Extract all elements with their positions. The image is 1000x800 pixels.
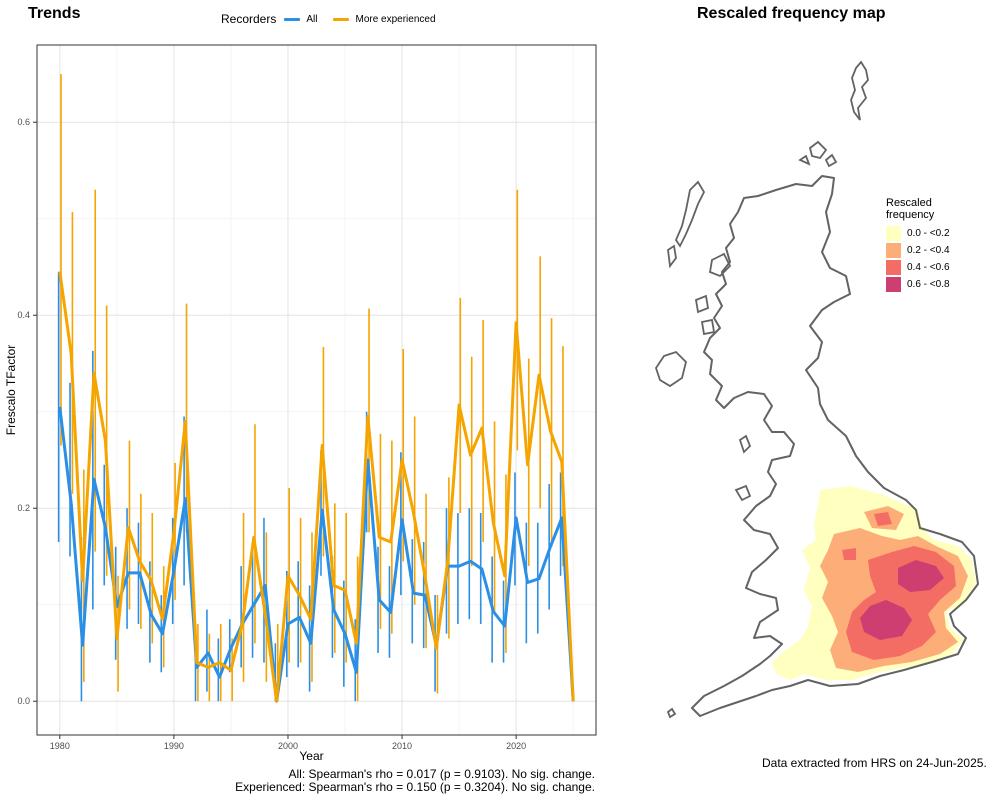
y-tick-label: 0.0 bbox=[17, 696, 30, 706]
legend-label-experienced: More experienced bbox=[355, 13, 436, 25]
x-tick-label: 2010 bbox=[392, 741, 412, 751]
y-tick-label: 0.2 bbox=[17, 503, 30, 513]
map-legend-label: 0.0 - <0.2 bbox=[907, 228, 950, 239]
orkney-outline bbox=[798, 140, 838, 168]
x-tick-label: 1990 bbox=[164, 741, 184, 751]
chart-legend: Recorders All More experienced bbox=[221, 12, 436, 26]
map-legend-label: 0.2 - <0.4 bbox=[907, 245, 950, 256]
plot-frame bbox=[36, 44, 597, 736]
scilly-outline bbox=[666, 707, 677, 719]
map-legend-row: 0.2 - <0.4 bbox=[886, 242, 950, 259]
map-legend-row: 0.4 - <0.6 bbox=[886, 259, 950, 276]
map-legend-row: 0.0 - <0.2 bbox=[886, 225, 950, 242]
frequency-fill-layer bbox=[772, 486, 976, 680]
trends-title: Trends bbox=[28, 5, 81, 22]
frequency-map bbox=[655, 60, 979, 719]
y-tick-label: 0.6 bbox=[17, 117, 30, 127]
trend-chart: 1980 1990 2000 2010 2020 0.0 0.2 0.4 0.6 Year Fres… bbox=[4, 44, 597, 763]
stats-experienced: Experienced: Spearman's rho = 0.150 (p =… bbox=[235, 780, 595, 794]
series-line-all bbox=[58, 406, 575, 703]
map-title: Rescaled frequency map bbox=[697, 5, 886, 22]
shetland-outline bbox=[850, 60, 869, 121]
series-line-experienced bbox=[58, 271, 575, 703]
stats-block: All: Spearman's rho = 0.017 (p = 0.9103)… bbox=[35, 768, 595, 794]
isle-of-man-outline bbox=[738, 434, 752, 454]
map-legend-swatch bbox=[886, 243, 901, 258]
stats-all: All: Spearman's rho = 0.017 (p = 0.9103)… bbox=[288, 767, 595, 781]
map-legend-swatch bbox=[886, 226, 901, 241]
map-legend-title-line2: frequency bbox=[886, 209, 935, 221]
map-legend: Rescaled frequency 0.0 - <0.2 0.2 - <0.4… bbox=[886, 197, 950, 293]
legend-swatch-all bbox=[284, 17, 301, 21]
map-legend-row: 0.6 - <0.8 bbox=[886, 276, 950, 293]
x-tick-label: 2020 bbox=[506, 741, 526, 751]
y-axis-label: Frescalo TFactor bbox=[4, 345, 18, 435]
inner-hebrides-outline bbox=[694, 252, 732, 336]
map-legend-swatch bbox=[886, 277, 901, 292]
map-legend-title: Rescaled frequency bbox=[886, 197, 950, 221]
western-isles-outline bbox=[667, 180, 706, 269]
map-legend-label: 0.6 - <0.8 bbox=[907, 279, 950, 290]
map-legend-title-line1: Rescaled bbox=[886, 197, 932, 209]
map-legend-swatch bbox=[886, 260, 901, 275]
anglesey-outline bbox=[734, 484, 752, 502]
x-tick-label: 1980 bbox=[50, 741, 70, 751]
map-footer: Data extracted from HRS on 24-Jun-2025. bbox=[762, 756, 987, 770]
y-tick-label: 0.4 bbox=[17, 310, 30, 320]
legend-label-all: All bbox=[306, 13, 318, 25]
x-tick-label: 2000 bbox=[278, 741, 298, 751]
northern-ireland-outline bbox=[655, 350, 687, 388]
freq-0.6-0.8 bbox=[860, 560, 944, 640]
x-axis-label: Year bbox=[299, 749, 323, 763]
legend-title: Recorders bbox=[221, 12, 277, 26]
great-britain-outline bbox=[691, 175, 979, 717]
legend-swatch-experienced bbox=[333, 17, 350, 21]
map-legend-label: 0.4 - <0.6 bbox=[907, 262, 950, 273]
